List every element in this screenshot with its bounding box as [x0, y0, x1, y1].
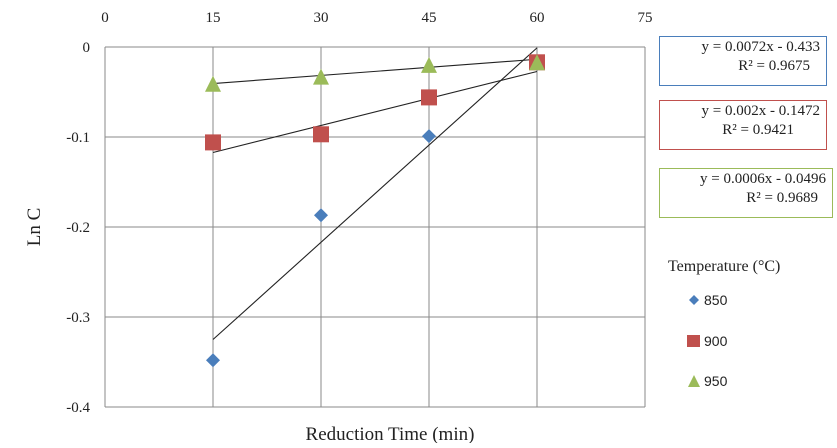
data-point-850: [422, 129, 436, 144]
x-tick-label: 15: [206, 10, 221, 26]
y-tick-label: -0.2: [66, 220, 90, 236]
x-tick-label: 75: [638, 10, 653, 26]
data-point-850: [314, 208, 328, 223]
data-point-900: [313, 126, 329, 143]
legend-label-950: 950: [704, 373, 728, 389]
y-tick-label: 0: [83, 40, 91, 56]
y-tick-label: -0.1: [66, 130, 90, 146]
trendline-850-r2: R² = 0.9675: [738, 58, 810, 74]
trendline-850-equation-box: y = 0.0072x - 0.433 R² = 0.9675: [659, 36, 827, 86]
trendline-950: [212, 58, 538, 85]
legend-diamond-icon: [686, 292, 702, 308]
trendline-950-r2: R² = 0.9689: [746, 190, 818, 206]
trendline-900-equation: y = 0.002x - 0.1472: [701, 103, 820, 119]
data-point-950: [205, 75, 221, 92]
legend-item-850: 850: [686, 290, 727, 310]
data-point-950: [529, 54, 545, 71]
trendline-900: [212, 70, 538, 154]
data-point-900: [205, 134, 221, 151]
legend-item-900: 900: [686, 331, 727, 351]
legend-label-900: 900: [704, 333, 728, 349]
trendline-850-equation: y = 0.0072x - 0.433: [701, 39, 820, 55]
data-point-850: [206, 353, 220, 368]
x-axis-title: Reduction Time (min): [306, 424, 475, 443]
x-tick-label: 45: [422, 10, 437, 26]
trendline-850: [212, 47, 538, 340]
data-point-950: [313, 68, 329, 85]
y-tick-label: -0.4: [66, 400, 90, 416]
trendline-900-equation-box: y = 0.002x - 0.1472 R² = 0.9421: [659, 100, 827, 150]
legend-triangle-icon: [686, 373, 702, 389]
legend-item-950: 950: [686, 371, 727, 391]
x-tick-label: 0: [101, 10, 109, 26]
data-point-900: [421, 89, 437, 106]
legend-label-850: 850: [704, 292, 728, 308]
y-tick-label: -0.3: [66, 310, 90, 326]
x-tick-label: 60: [530, 10, 545, 26]
legend-title: Temperature (°C): [668, 258, 781, 275]
y-axis-title: Ln C: [24, 208, 45, 247]
trendline-950-equation-box: y = 0.0006x - 0.0496 R² = 0.9689: [659, 168, 833, 218]
trendline-950-equation: y = 0.0006x - 0.0496: [700, 171, 826, 187]
x-tick-label: 30: [314, 10, 329, 26]
trendline-900-r2: R² = 0.9421: [722, 122, 794, 138]
data-point-950: [421, 56, 437, 73]
legend-square-icon: [686, 333, 702, 349]
